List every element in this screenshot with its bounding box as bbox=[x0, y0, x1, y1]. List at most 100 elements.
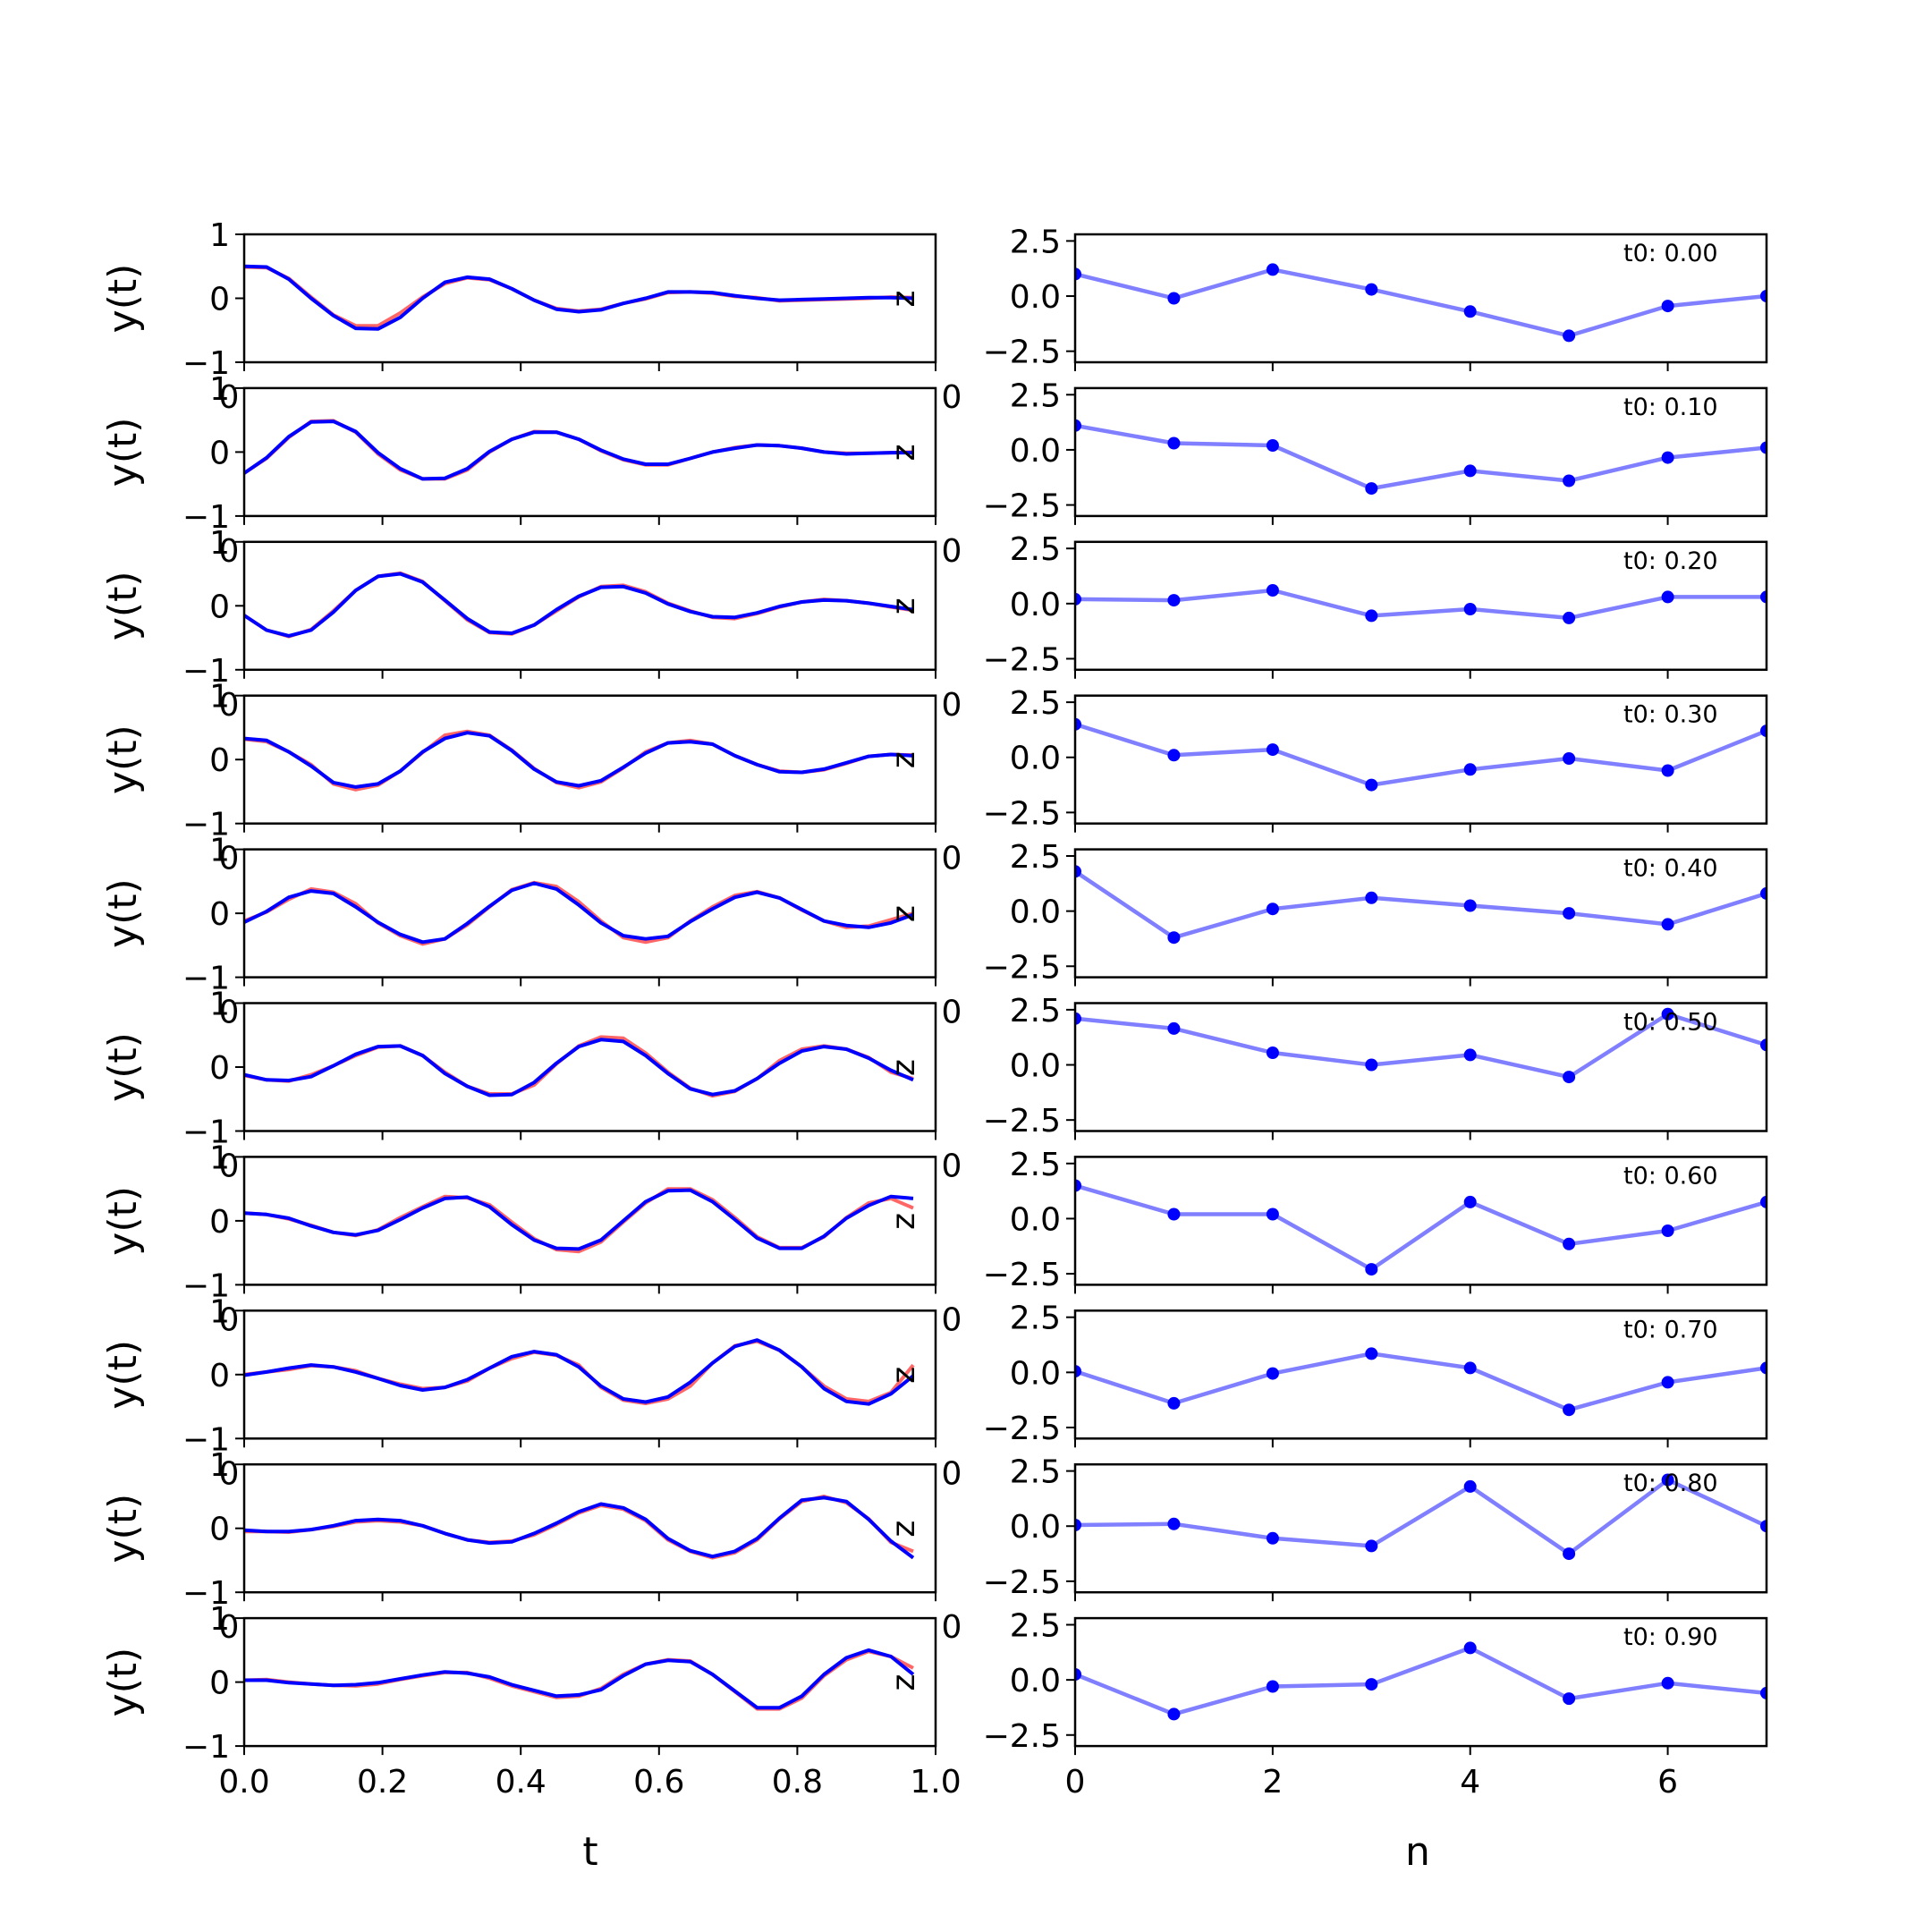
data-point bbox=[1365, 1058, 1378, 1072]
x-tick-label: 4 bbox=[1460, 1764, 1480, 1801]
data-point bbox=[1760, 1195, 1767, 1208]
y-tick-label: 1 bbox=[209, 987, 230, 1023]
data-point bbox=[1563, 474, 1576, 487]
y-axis-label: y(t) bbox=[100, 878, 146, 948]
panel-annotation: t0: 0.50 bbox=[1623, 1009, 1718, 1037]
x-tick-label: 0 bbox=[1065, 1764, 1086, 1801]
data-point bbox=[1760, 1038, 1767, 1052]
x-tick-label: 0.6 bbox=[633, 1764, 684, 1801]
y-tick-label: 2.5 bbox=[1010, 1607, 1061, 1644]
series-line bbox=[1075, 1183, 1767, 1272]
side-label-z: z bbox=[886, 1059, 922, 1076]
y-tick-label: 1 bbox=[209, 525, 230, 562]
y-tick-label: 2.5 bbox=[1010, 531, 1061, 568]
side-label-z: z bbox=[886, 1213, 922, 1230]
series-line bbox=[1075, 869, 1767, 940]
left-panel-4: 10−1y(t) z0 bbox=[100, 833, 937, 1031]
panel-annotation: t0: 0.90 bbox=[1623, 1623, 1718, 1651]
x-tick-label: 0.0 bbox=[218, 1764, 269, 1801]
overlap-tick-label: 0 bbox=[942, 1301, 962, 1338]
data-point bbox=[1661, 764, 1674, 777]
data-point bbox=[1365, 1539, 1378, 1553]
series-blue-line bbox=[244, 264, 914, 331]
data-point bbox=[1661, 1376, 1674, 1389]
data-point bbox=[1365, 1678, 1378, 1691]
data-point bbox=[1563, 1403, 1576, 1417]
y-tick-label: −1 bbox=[182, 961, 230, 997]
data-point bbox=[1167, 1021, 1181, 1035]
y-tick-label: 1 bbox=[209, 1293, 230, 1330]
y-tick-label: −1 bbox=[182, 1575, 230, 1612]
y-axis-label: y(t) bbox=[100, 724, 146, 794]
left-panel-frame bbox=[242, 1156, 937, 1286]
x-tick-label: 2 bbox=[1262, 1764, 1283, 1801]
y-tick-label: 0 bbox=[209, 1050, 230, 1087]
data-point bbox=[1167, 1396, 1181, 1410]
overlap-tick-label: 0 bbox=[219, 379, 240, 416]
left-panel-frame bbox=[242, 540, 937, 672]
y-tick-label: −2.5 bbox=[983, 1103, 1061, 1140]
right-panel-0: 2.5 0.0 −2.5 t0: 0.00 0 bbox=[942, 224, 1768, 416]
right-panel-7: 2.5 0.0 −2.5 t0: 0.70 0 bbox=[942, 1301, 1768, 1492]
right-x-axis-label: n bbox=[1405, 1829, 1430, 1875]
data-point bbox=[1167, 1517, 1181, 1530]
y-tick-label: 2.5 bbox=[1010, 685, 1061, 722]
side-label-z: z bbox=[886, 905, 922, 922]
overlap-tick-label: 0 bbox=[219, 687, 240, 724]
data-point bbox=[1365, 778, 1378, 792]
data-point bbox=[1266, 263, 1279, 276]
overlap-tick-label: 0 bbox=[942, 533, 962, 570]
y-tick-label: 0.0 bbox=[1010, 279, 1061, 316]
data-point bbox=[1463, 464, 1477, 478]
y-tick-label: 0 bbox=[209, 742, 230, 779]
data-point bbox=[1661, 1473, 1674, 1487]
overlap-tick-label: 0 bbox=[942, 841, 962, 877]
y-tick-label: 0.0 bbox=[1010, 1663, 1061, 1699]
right-panel-frame bbox=[1073, 694, 1768, 825]
y-tick-label: 0.0 bbox=[1010, 741, 1061, 777]
y-tick-label: 0 bbox=[209, 1512, 230, 1548]
data-point bbox=[1563, 1071, 1576, 1084]
left-panel-frame bbox=[242, 1002, 937, 1132]
series-line bbox=[1075, 1646, 1767, 1716]
y-tick-label: 1 bbox=[209, 1140, 230, 1176]
series-red-line bbox=[244, 265, 914, 328]
series-red-line bbox=[244, 1495, 914, 1560]
y-tick-label: 0 bbox=[209, 1204, 230, 1241]
y-tick-label: −2.5 bbox=[983, 488, 1061, 525]
side-label-z: z bbox=[886, 444, 922, 461]
y-tick-label: −1 bbox=[182, 345, 230, 382]
data-point bbox=[1463, 1195, 1477, 1208]
y-tick-label: −2.5 bbox=[983, 1718, 1061, 1755]
data-point bbox=[1463, 1361, 1477, 1375]
data-point bbox=[1075, 267, 1081, 281]
y-tick-label: 2.5 bbox=[1010, 1147, 1061, 1183]
side-label-z: z bbox=[886, 1367, 922, 1384]
y-tick-label: −1 bbox=[182, 1729, 230, 1766]
data-point bbox=[1563, 907, 1576, 920]
data-point bbox=[1760, 1361, 1767, 1375]
data-point bbox=[1365, 891, 1378, 904]
series-red-line bbox=[244, 571, 914, 639]
series-line bbox=[1075, 1352, 1767, 1412]
data-point bbox=[1463, 305, 1477, 318]
series-blue-line bbox=[244, 572, 914, 638]
data-point bbox=[1075, 1179, 1081, 1192]
overlap-tick-label: 0 bbox=[942, 1148, 962, 1185]
y-tick-label: 2.5 bbox=[1010, 839, 1061, 876]
y-tick-label: 1 bbox=[209, 833, 230, 869]
y-tick-label: 0.0 bbox=[1010, 587, 1061, 623]
data-point bbox=[1075, 419, 1081, 432]
series-line bbox=[1075, 722, 1767, 787]
data-point bbox=[1365, 283, 1378, 296]
y-axis-label: y(t) bbox=[100, 1494, 146, 1563]
data-point bbox=[1563, 1237, 1576, 1250]
y-tick-label: 0.0 bbox=[1010, 433, 1061, 470]
right-panel-3: 2.5 0.0 −2.5 t0: 0.30 0 bbox=[942, 685, 1768, 877]
data-point bbox=[1365, 482, 1378, 496]
series-blue-line bbox=[244, 419, 913, 481]
overlap-tick-label: 0 bbox=[219, 533, 240, 570]
x-tick-label: 0.8 bbox=[772, 1764, 823, 1801]
right-panel-frame bbox=[1073, 233, 1768, 364]
